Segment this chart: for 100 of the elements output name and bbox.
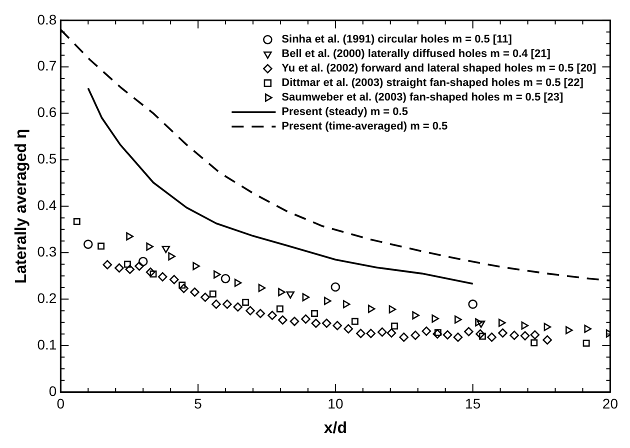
- point: [138, 256, 148, 266]
- point: [566, 326, 573, 334]
- point: [582, 340, 590, 347]
- point: [498, 328, 508, 338]
- y-tick-label: 0.4: [37, 197, 57, 214]
- point: [220, 274, 230, 284]
- point: [510, 330, 519, 340]
- point: [422, 326, 432, 336]
- point: [468, 300, 478, 309]
- y-axis-title: Laterally averaged η: [13, 128, 30, 284]
- point: [410, 330, 420, 340]
- y-tick-label: 0.3: [37, 244, 57, 260]
- point: [126, 232, 134, 241]
- point: [432, 314, 440, 323]
- point: [399, 332, 409, 342]
- point: [168, 252, 176, 260]
- point: [324, 296, 332, 306]
- point: [366, 328, 376, 338]
- point: [311, 310, 318, 317]
- y-tick-label: 0.1: [37, 336, 57, 352]
- point: [212, 300, 221, 309]
- point: [178, 282, 186, 289]
- point: [442, 330, 452, 340]
- point: [454, 315, 462, 324]
- point: [356, 328, 366, 338]
- point: [332, 320, 342, 330]
- point: [521, 321, 529, 330]
- y-tick-label: 0.2: [37, 290, 57, 306]
- legend-label: Dittmar et al. (2003) straight fan-shaped holes m = 0.5 [22]: [282, 77, 584, 90]
- point: [73, 218, 80, 226]
- point: [124, 260, 131, 268]
- x-tick-label: 5: [194, 395, 202, 412]
- point: [342, 300, 350, 308]
- legend-label: Yu et al. (2002) forward and lateral shaped holes m = 0.5 [20]: [282, 62, 597, 75]
- y-tick-label: 0: [48, 382, 57, 399]
- point: [278, 288, 286, 296]
- point: [83, 240, 93, 249]
- point: [476, 320, 486, 328]
- point: [268, 310, 277, 320]
- point: [301, 314, 310, 324]
- point: [200, 292, 210, 302]
- legend-label: Sinha et al. (1991) circular holes m = 0.5 [11]: [282, 34, 512, 46]
- legend-label: Saumweber et al. (2003) fan-shaped holes m = 0.5 [23]: [282, 92, 564, 104]
- point: [475, 318, 482, 326]
- point: [530, 339, 538, 346]
- x-tick-label: 15: [465, 395, 481, 412]
- point: [344, 324, 354, 334]
- point: [234, 278, 242, 287]
- point: [322, 318, 332, 328]
- y-tick-label: 0.6: [37, 104, 57, 120]
- point: [487, 332, 496, 342]
- point: [162, 246, 170, 254]
- point: [222, 300, 232, 309]
- y-tick-label: 0.7: [37, 58, 57, 74]
- point: [476, 329, 485, 339]
- point: [114, 263, 124, 273]
- point: [169, 274, 179, 284]
- point: [530, 330, 540, 340]
- point: [146, 268, 156, 277]
- point: [158, 272, 168, 282]
- legend-label: Bell et al. (2000) laterally diffused holes m = 0.4 [21]: [282, 48, 551, 60]
- point: [498, 318, 506, 327]
- point: [520, 331, 530, 340]
- point: [179, 284, 188, 294]
- point: [150, 270, 157, 278]
- legend-label: Present (time-averaged) m = 0.5: [282, 120, 448, 133]
- point: [102, 260, 112, 270]
- point: [311, 318, 321, 328]
- point: [286, 291, 294, 299]
- point: [98, 242, 105, 250]
- point: [351, 318, 358, 325]
- point: [330, 282, 340, 292]
- point: [478, 332, 486, 340]
- point: [214, 270, 221, 279]
- point: [134, 261, 144, 271]
- point: [584, 324, 592, 333]
- point: [453, 332, 463, 342]
- x-tick-label: 10: [328, 395, 344, 412]
- point: [434, 329, 442, 336]
- legend-label: Present (steady) m = 0.5: [282, 106, 408, 118]
- y-tick-label: 0.5: [37, 150, 57, 167]
- y-tick-label: 0.8: [37, 11, 57, 28]
- point: [388, 305, 396, 314]
- point: [302, 293, 310, 302]
- point: [276, 305, 284, 312]
- point: [290, 316, 300, 326]
- x-axis-title: x/d: [324, 420, 347, 437]
- point: [233, 302, 243, 312]
- point: [542, 335, 552, 345]
- point: [368, 304, 376, 313]
- point: [412, 311, 420, 320]
- point: [386, 328, 396, 338]
- point: [256, 308, 266, 318]
- point: [278, 315, 288, 325]
- point: [432, 329, 442, 339]
- x-tick-label: 20: [602, 395, 618, 412]
- point: [125, 264, 135, 274]
- point: [544, 322, 552, 332]
- point: [192, 262, 200, 270]
- point: [464, 326, 474, 336]
